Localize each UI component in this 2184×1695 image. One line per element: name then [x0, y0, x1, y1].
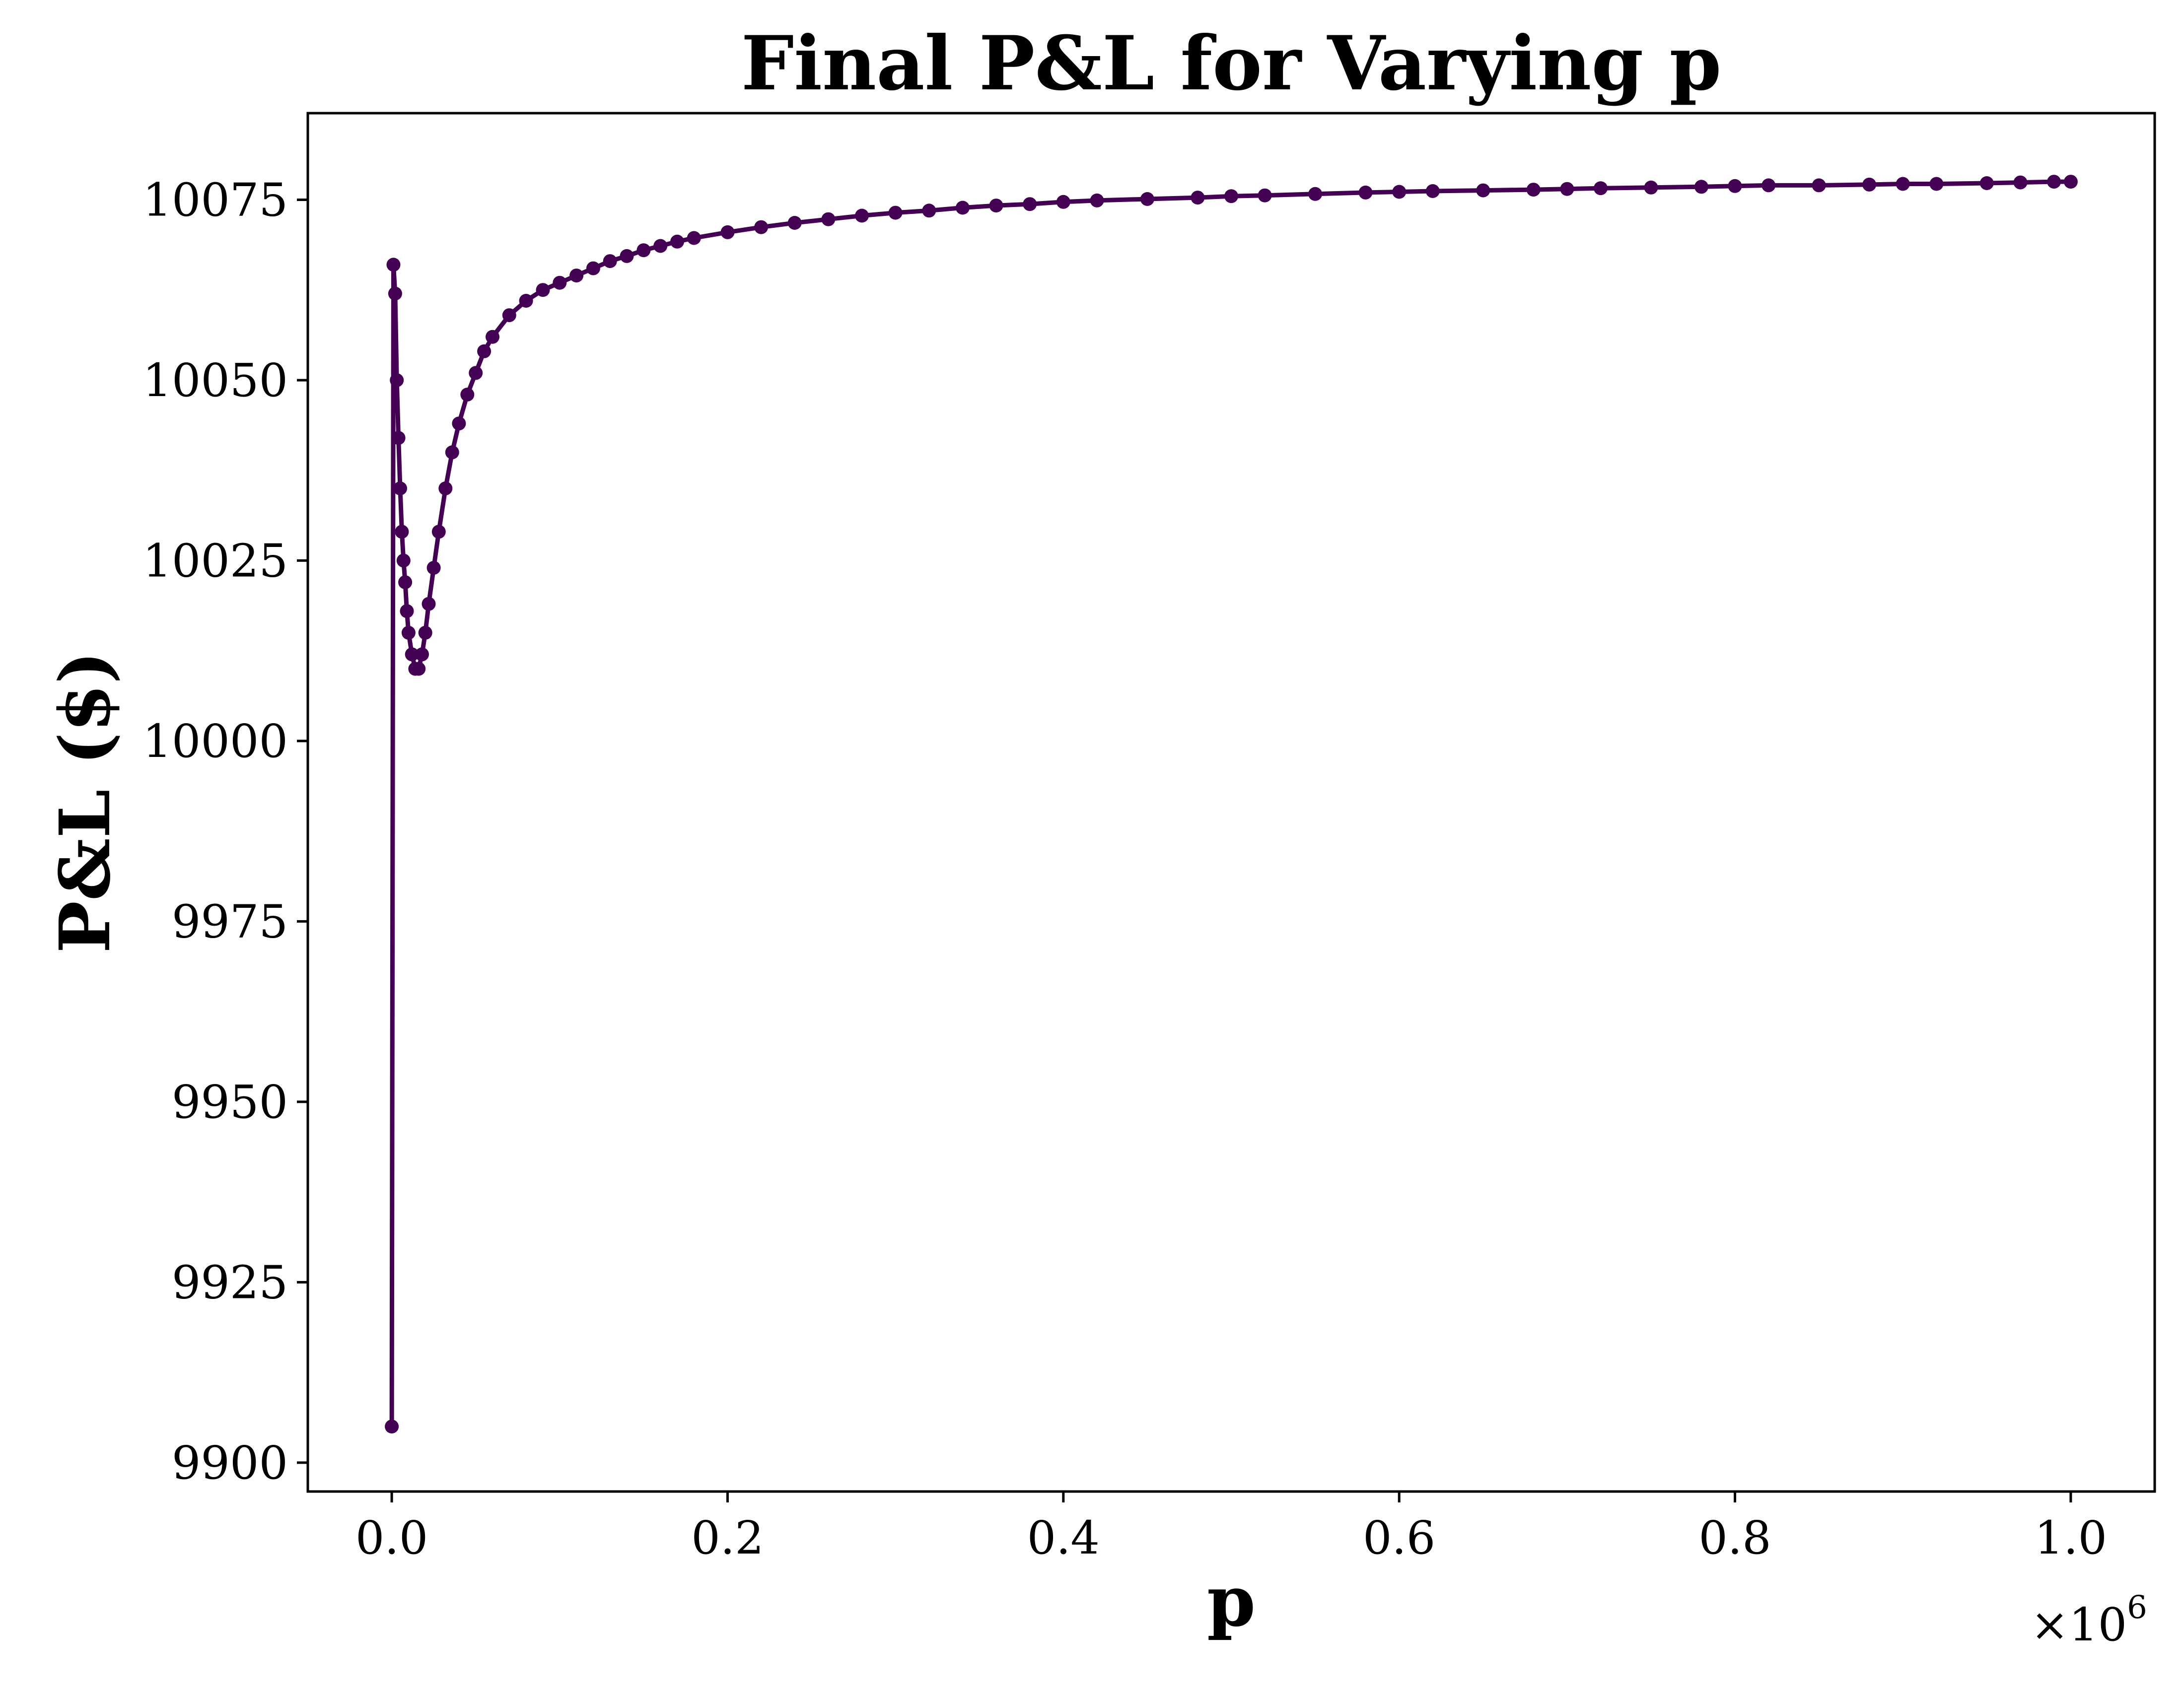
data-point	[1258, 188, 1272, 203]
data-point	[955, 201, 970, 215]
data-point	[1090, 193, 1104, 207]
y-axis-label: P&L ($)	[45, 651, 126, 953]
data-point	[855, 208, 869, 223]
data-point	[754, 220, 769, 234]
data-point	[395, 525, 409, 539]
data-point	[405, 647, 419, 662]
data-point	[401, 625, 416, 640]
data-point	[460, 388, 475, 402]
data-point	[720, 225, 735, 239]
data-point	[469, 366, 483, 380]
x-tick-label: 0.4	[1027, 1511, 1100, 1564]
data-point	[922, 203, 936, 218]
data-point	[415, 647, 429, 662]
data-point	[1728, 179, 1742, 193]
data-point	[1929, 177, 1944, 191]
data-point	[1425, 184, 1440, 198]
y-axis-ticks: 9900 9925 9950 9975 10000 10025 10050 10075	[142, 173, 308, 1490]
data-point	[888, 205, 903, 220]
chart-title: Final P&L for Varying p	[741, 20, 1722, 107]
data-point	[821, 212, 836, 226]
data-point	[1594, 181, 1608, 196]
data-point	[553, 275, 567, 290]
x-axis-ticks: 0.0 0.2 0.4 0.6 0.8 1.0	[355, 1492, 2107, 1564]
data-point	[391, 431, 406, 445]
data-point	[452, 416, 466, 431]
y-tick-label: 10050	[142, 354, 288, 407]
data-point	[1694, 180, 1708, 194]
x-tick-label: 0.2	[691, 1511, 764, 1564]
data-point	[1224, 189, 1238, 203]
data-point	[620, 249, 634, 263]
x-tick-label: 0.6	[1363, 1511, 1435, 1564]
data-point	[1308, 187, 1323, 201]
data-point	[1191, 191, 1205, 205]
data-point	[1862, 177, 1877, 192]
y-tick-label: 9900	[172, 1436, 288, 1490]
data-point	[2013, 175, 2028, 190]
data-point	[2063, 175, 2078, 189]
series-points	[385, 175, 2078, 1434]
data-point	[1812, 178, 1826, 193]
y-tick-label: 10000	[142, 715, 288, 768]
data-point	[431, 525, 446, 539]
data-point	[1392, 185, 1407, 199]
x-tick-label: 1.0	[2035, 1511, 2107, 1564]
x-tick-label: 0.8	[1698, 1511, 1771, 1564]
x-axis-multiplier-exponent: 6	[2127, 1589, 2147, 1626]
data-point	[1056, 195, 1070, 209]
data-point	[422, 597, 436, 611]
y-tick-label: 10075	[142, 173, 288, 226]
data-point	[438, 481, 453, 495]
data-point	[536, 283, 550, 297]
data-point	[1140, 192, 1154, 206]
x-axis-label: p	[1207, 1561, 1256, 1642]
data-point	[2047, 175, 2061, 189]
data-point	[687, 231, 701, 245]
data-point	[569, 269, 584, 283]
data-point	[1526, 183, 1541, 197]
x-tick-label: 0.0	[355, 1511, 428, 1564]
data-point	[386, 258, 401, 272]
data-point	[400, 604, 414, 618]
data-point	[1979, 176, 1994, 190]
data-point	[636, 243, 651, 258]
data-point	[502, 308, 516, 323]
data-point	[388, 286, 402, 301]
plot-area-frame	[306, 112, 2156, 1493]
data-point	[390, 373, 404, 387]
data-point	[1896, 177, 1910, 191]
data-point	[396, 553, 411, 568]
data-point	[1560, 182, 1574, 196]
data-point	[1023, 197, 1037, 211]
data-point	[586, 261, 600, 275]
data-point	[1476, 183, 1490, 198]
data-point	[385, 1420, 399, 1434]
data-point	[477, 344, 492, 358]
data-point	[989, 199, 1003, 213]
y-tick-label: 9975	[172, 895, 288, 948]
data-point	[486, 330, 499, 344]
x-axis-multiplier: ×106	[2031, 1589, 2147, 1651]
y-tick-label: 10025	[142, 534, 288, 587]
data-point	[603, 254, 617, 269]
data-point	[445, 445, 459, 460]
data-point	[787, 216, 802, 230]
data-point	[653, 239, 668, 253]
y-tick-label: 9925	[172, 1256, 288, 1309]
data-point	[393, 481, 407, 495]
data-point	[412, 662, 426, 676]
data-point	[418, 625, 432, 640]
data-point	[670, 234, 684, 249]
x-axis-multiplier-base: ×10	[2031, 1598, 2127, 1651]
data-point	[398, 575, 413, 590]
data-point	[1761, 178, 1776, 193]
data-point	[426, 561, 441, 575]
data-point	[1644, 180, 1658, 195]
data-point	[519, 294, 533, 308]
y-tick-label: 9950	[172, 1076, 288, 1129]
data-point	[1358, 185, 1373, 200]
